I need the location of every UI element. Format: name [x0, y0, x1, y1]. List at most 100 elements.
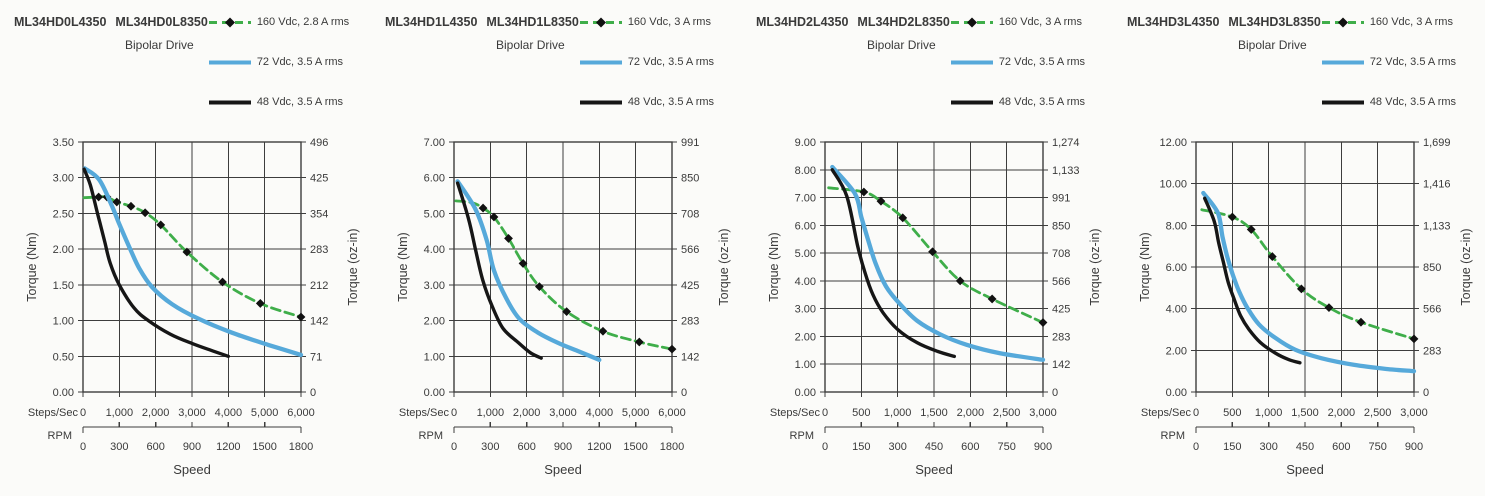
- y-right-axis-title: Torque (oz-in): [1459, 228, 1473, 305]
- curve-2: [1203, 196, 1302, 365]
- legend-label: 48 Vdc, 3.5 A rms: [998, 96, 1086, 108]
- svg-text:0: 0: [822, 441, 828, 453]
- svg-text:850: 850: [1052, 220, 1070, 232]
- svg-text:0: 0: [80, 407, 86, 419]
- rpm-tick-labels: 0 300 600 900 1200 1500 1800: [451, 441, 684, 453]
- chart-header: ML34HD0L4350 ML34HD0L8350 Bipolar Drive …: [6, 2, 370, 134]
- svg-text:2.50: 2.50: [53, 208, 74, 220]
- legend-sample-black-line-icon: [1321, 100, 1364, 104]
- y-right-tick-labels: 991 850 708 566 425 283 142 0: [681, 137, 699, 399]
- svg-text:8.00: 8.00: [1166, 220, 1187, 232]
- model-number-right: ML34HD0L8350: [115, 15, 208, 29]
- curve-0: [454, 199, 674, 351]
- svg-text:991: 991: [1052, 193, 1070, 205]
- svg-text:600: 600: [961, 441, 979, 453]
- y-right-axis-title: Torque (oz-in): [717, 228, 731, 305]
- svg-text:1,133: 1,133: [1052, 165, 1080, 177]
- legend-label: 72 Vdc, 3.5 A rms: [627, 56, 715, 68]
- y-left-axis-title: Torque (Nm): [25, 232, 39, 301]
- svg-text:6,000: 6,000: [287, 407, 315, 419]
- svg-text:750: 750: [1368, 441, 1386, 453]
- svg-text:12.00: 12.00: [1159, 137, 1187, 149]
- svg-text:1.00: 1.00: [53, 316, 74, 328]
- svg-text:3.00: 3.00: [424, 280, 445, 292]
- plot-border: [824, 141, 1044, 393]
- svg-text:150: 150: [852, 441, 870, 453]
- curve-1: [455, 179, 602, 363]
- y-left-axis-title: Torque (Nm): [396, 232, 410, 301]
- svg-text:2,000: 2,000: [957, 407, 985, 419]
- torque-speed-plot: 7.00 6.00 5.00 4.00 3.00 2.00 1.00 0.00 991 850 70…: [377, 134, 741, 495]
- curve-2: [82, 167, 230, 358]
- y-right-tick-labels: 1,699 1,416 1,133 850 566 283 0: [1423, 137, 1451, 399]
- rpm-axis: [1195, 422, 1415, 433]
- x-axis-row-name: Steps/Sec: [770, 407, 821, 419]
- y-left-tick-labels: 3.50 3.00 2.50 2.00 1.50 1.00 0.50 0.00: [53, 137, 74, 399]
- svg-text:500: 500: [852, 407, 870, 419]
- x-axis-row-name: RPM: [48, 430, 72, 442]
- legend-item: 48 Vdc, 3.5 A rms: [208, 95, 349, 109]
- svg-text:9.00: 9.00: [795, 137, 816, 149]
- svg-text:708: 708: [681, 208, 699, 220]
- legend-label: 160 Vdc, 3 A rms: [1369, 16, 1453, 28]
- model-number-left: ML34HD1L4350: [385, 15, 478, 29]
- chart-subtitle: Bipolar Drive: [125, 38, 194, 52]
- plot-border: [82, 141, 302, 393]
- svg-text:0: 0: [451, 441, 457, 453]
- model-number-right: ML34HD3L8350: [1228, 15, 1321, 29]
- svg-text:2,000: 2,000: [142, 407, 170, 419]
- x-axis-row-name: Steps/Sec: [399, 407, 450, 419]
- x-axis-row-name: Steps/Sec: [1141, 407, 1192, 419]
- legend-label: 48 Vdc, 3.5 A rms: [256, 96, 344, 108]
- legend-label: 160 Vdc, 2.8 A rms: [256, 16, 350, 28]
- svg-text:850: 850: [681, 173, 699, 185]
- svg-text:212: 212: [310, 280, 328, 292]
- model-number-left: ML34HD3L4350: [1127, 15, 1220, 29]
- torque-speed-plot: 12.00 10.00 8.00 6.00 4.00 2.00 0.00 1,699 1,416…: [1119, 134, 1483, 495]
- legend-label: 72 Vdc, 3.5 A rms: [1369, 56, 1457, 68]
- x-axis-title: Speed: [915, 462, 953, 477]
- y-left-tick-labels: 12.00 10.00 8.00 6.00 4.00 2.00 0.00: [1159, 137, 1187, 399]
- svg-text:3,000: 3,000: [1400, 407, 1428, 419]
- model-number-right: ML34HD1L8350: [486, 15, 579, 29]
- legend-label: 72 Vdc, 3.5 A rms: [998, 56, 1086, 68]
- svg-text:1,500: 1,500: [920, 407, 948, 419]
- svg-text:7.00: 7.00: [795, 193, 816, 205]
- chart-title-block: ML34HD1L4350 ML34HD1L8350 Bipolar Drive: [385, 15, 579, 134]
- legend-sample-blue-line-icon: [579, 60, 622, 64]
- svg-text:600: 600: [1332, 441, 1350, 453]
- legend-sample-dashed-diamond-icon: [579, 17, 622, 27]
- rpm-tick-labels: 0 300 600 900 1200 1500 1800: [80, 441, 313, 453]
- svg-text:1200: 1200: [587, 441, 611, 453]
- steps-tick-labels: 0 500 1,000 1,500 2,000 2,500 3,000: [822, 407, 1057, 419]
- svg-text:566: 566: [1423, 304, 1441, 316]
- svg-text:900: 900: [554, 441, 572, 453]
- diamond-markers: [859, 187, 1048, 327]
- chart-header: ML34HD2L4350 ML34HD2L8350 Bipolar Drive …: [748, 2, 1112, 134]
- svg-text:600: 600: [517, 441, 535, 453]
- rpm-axis: [453, 422, 673, 433]
- svg-text:1500: 1500: [623, 441, 647, 453]
- svg-text:3.00: 3.00: [795, 304, 816, 316]
- plot-svg: 3.50 3.00 2.50 2.00 1.50 1.00 0.50 0.00 496 425 35…: [25, 137, 360, 477]
- steps-tick-labels: 0 1,000 2,000 3,000 4,000 5,000 6,000: [80, 407, 315, 419]
- svg-text:300: 300: [110, 441, 128, 453]
- svg-text:5,000: 5,000: [622, 407, 650, 419]
- y-left-tick-labels: 7.00 6.00 5.00 4.00 3.00 2.00 1.00 0.00: [424, 137, 445, 399]
- svg-text:3.00: 3.00: [53, 173, 74, 185]
- steps-tick-labels: 0 500 1,000 1,500 2,000 2,500 3,000: [1193, 407, 1428, 419]
- svg-text:496: 496: [310, 137, 328, 149]
- curve-2: [455, 181, 543, 360]
- legend-item: 160 Vdc, 3 A rms: [1321, 15, 1456, 29]
- chart-header: ML34HD1L4350 ML34HD1L8350 Bipolar Drive …: [377, 2, 741, 134]
- svg-text:283: 283: [1423, 345, 1441, 357]
- x-axis-row-name: RPM: [1161, 430, 1185, 442]
- legend-sample-dashed-diamond-icon: [950, 17, 993, 27]
- svg-text:3,000: 3,000: [549, 407, 577, 419]
- torque-speed-plot: 9.00 8.00 7.00 6.00 5.00 4.00 3.00 2.00 1.00 0.00…: [748, 134, 1112, 495]
- motor-chart-2: ML34HD1L4350 ML34HD1L8350 Bipolar Drive …: [377, 2, 741, 495]
- chart-title-block: ML34HD3L4350 ML34HD3L8350 Bipolar Drive: [1127, 15, 1321, 134]
- curve-1: [830, 164, 1046, 362]
- legend-label: 48 Vdc, 3.5 A rms: [1369, 96, 1457, 108]
